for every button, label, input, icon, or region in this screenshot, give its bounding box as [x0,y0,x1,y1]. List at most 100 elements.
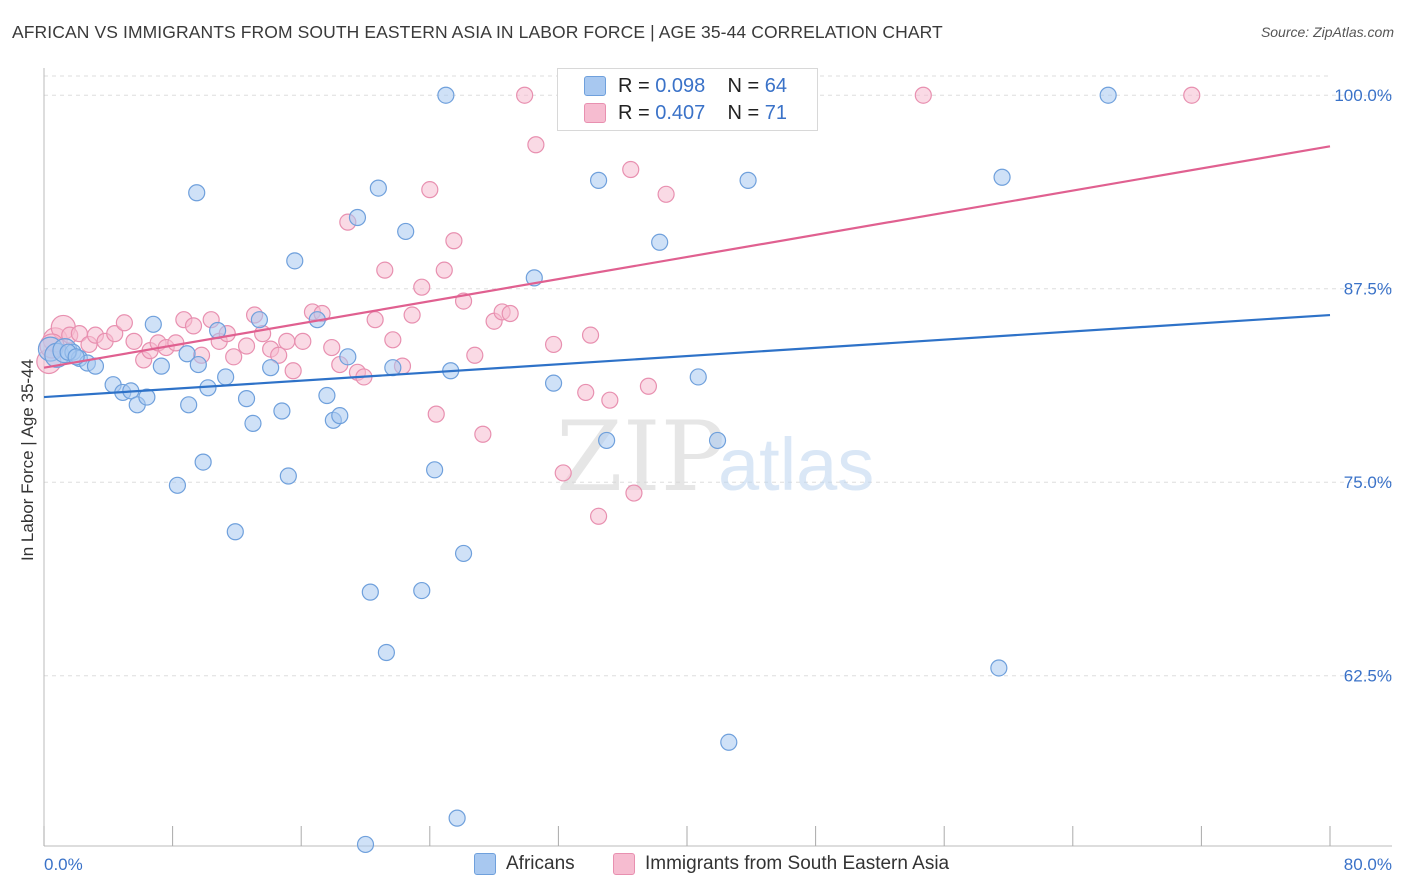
immigrants-trend-line [43,145,1331,369]
legend-row-africans: R = 0.098 N = 64 [584,73,788,99]
africans-point [377,643,395,662]
series-africans-points [37,86,1117,854]
africans-point [448,809,466,827]
bottom-legend-swatch-africans [474,853,496,875]
immigrants-point [589,507,608,525]
immigrants-point [516,86,534,104]
immigrants-point [237,337,256,355]
legend-r-label: R = [618,74,656,97]
immigrants-point [445,232,463,250]
immigrants-point [125,332,143,350]
immigrants-point [657,185,675,203]
legend-n-value: 64 [764,74,788,97]
bottom-legend-swatch-immigrants [613,853,635,875]
africans-point [437,86,455,104]
chart-title: AFRICAN VS IMMIGRANTS FROM SOUTH EASTERN… [12,22,943,42]
africans-trend-line [43,313,1331,399]
immigrants-point [527,136,545,154]
africans-point [226,523,244,541]
africans-point [152,357,170,375]
bottom-legend-africans: Africans [474,851,575,877]
x-tick-label: 80.0% [1344,855,1392,874]
immigrants-point [225,348,243,366]
legend-n-value: 71 [764,101,788,124]
immigrants-point [581,326,600,344]
immigrants-point [294,332,312,350]
africans-point [348,208,367,227]
immigrants-point [376,261,394,279]
africans-point [180,396,198,414]
africans-point [720,733,738,751]
legend-n-label: N = [727,101,765,124]
immigrants-point [1183,86,1201,104]
africans-point [589,171,608,189]
africans-point [454,544,473,563]
africans-point [188,184,206,202]
legend-row-immigrants: R = 0.407 N = 71 [584,100,788,126]
africans-point [279,467,297,485]
legend-r-value: 0.407 [655,101,706,124]
immigrants-point [639,377,658,395]
correlation-legend: R = 0.098 N = 64 R = 0.407 N = 71 [557,68,818,131]
watermark-atlas: atlas [718,423,874,506]
legend-r-value: 0.098 [655,74,706,97]
immigrants-point [421,181,439,199]
africans-point [217,368,235,386]
africans-point [397,222,415,241]
africans-point [689,368,707,386]
africans-point [138,388,156,406]
y-tick-labels: 62.5% 75.0% 87.5% 100.0% [1334,86,1392,685]
africans-point [286,252,304,270]
immigrants-point [284,362,302,380]
immigrants-point [270,346,288,364]
africans-point [544,374,563,392]
africans-point [262,359,280,377]
africans-point [189,355,207,374]
immigrants-point [184,317,203,335]
africans-point [384,359,402,377]
x-tick-labels: 0.0% 80.0% [44,855,1392,874]
legend-swatch-africans [584,76,606,96]
immigrants-point [403,306,421,324]
africans-point [339,348,357,366]
immigrants-point [501,304,519,323]
legend-n-label: N = [727,74,765,97]
africans-point [194,453,212,471]
immigrants-point [914,86,932,104]
source-label: Source: ZipAtlas.com [1260,24,1394,40]
africans-point [651,233,669,251]
immigrants-point [278,332,296,350]
immigrants-point [366,311,384,329]
y-tick-label: 87.5% [1344,280,1392,299]
y-tick-label: 75.0% [1344,473,1392,492]
legend-r-label: R = [618,101,656,124]
africans-point [250,311,269,329]
africans-point [356,835,375,854]
immigrants-point [115,314,133,332]
y-tick-label: 100.0% [1334,86,1392,105]
africans-point [361,583,379,601]
immigrants-point [435,261,453,279]
immigrants-point [544,335,563,354]
bottom-legend-label-immigrants: Immigrants from South Eastern Asia [645,853,950,874]
bottom-legend-immigrants: Immigrants from South Eastern Asia [613,851,949,877]
immigrants-point [323,338,341,357]
gridlines [44,75,1392,677]
africans-point [1099,86,1117,104]
africans-point [331,407,349,425]
immigrants-point [474,425,492,443]
y-axis-label: In Labor Force | Age 35-44 [18,359,37,561]
x-tick-label: 0.0% [44,855,83,874]
immigrants-point [427,405,445,423]
africans-point [993,168,1011,186]
immigrants-point [413,278,431,296]
africans-point [413,581,431,600]
legend-swatch-immigrants [584,103,606,123]
watermark: ZIP atlas [556,401,874,513]
immigrants-point [384,331,402,349]
africans-point [990,659,1008,677]
immigrants-point [625,484,643,502]
africans-point [168,476,187,494]
africans-point [237,390,256,408]
